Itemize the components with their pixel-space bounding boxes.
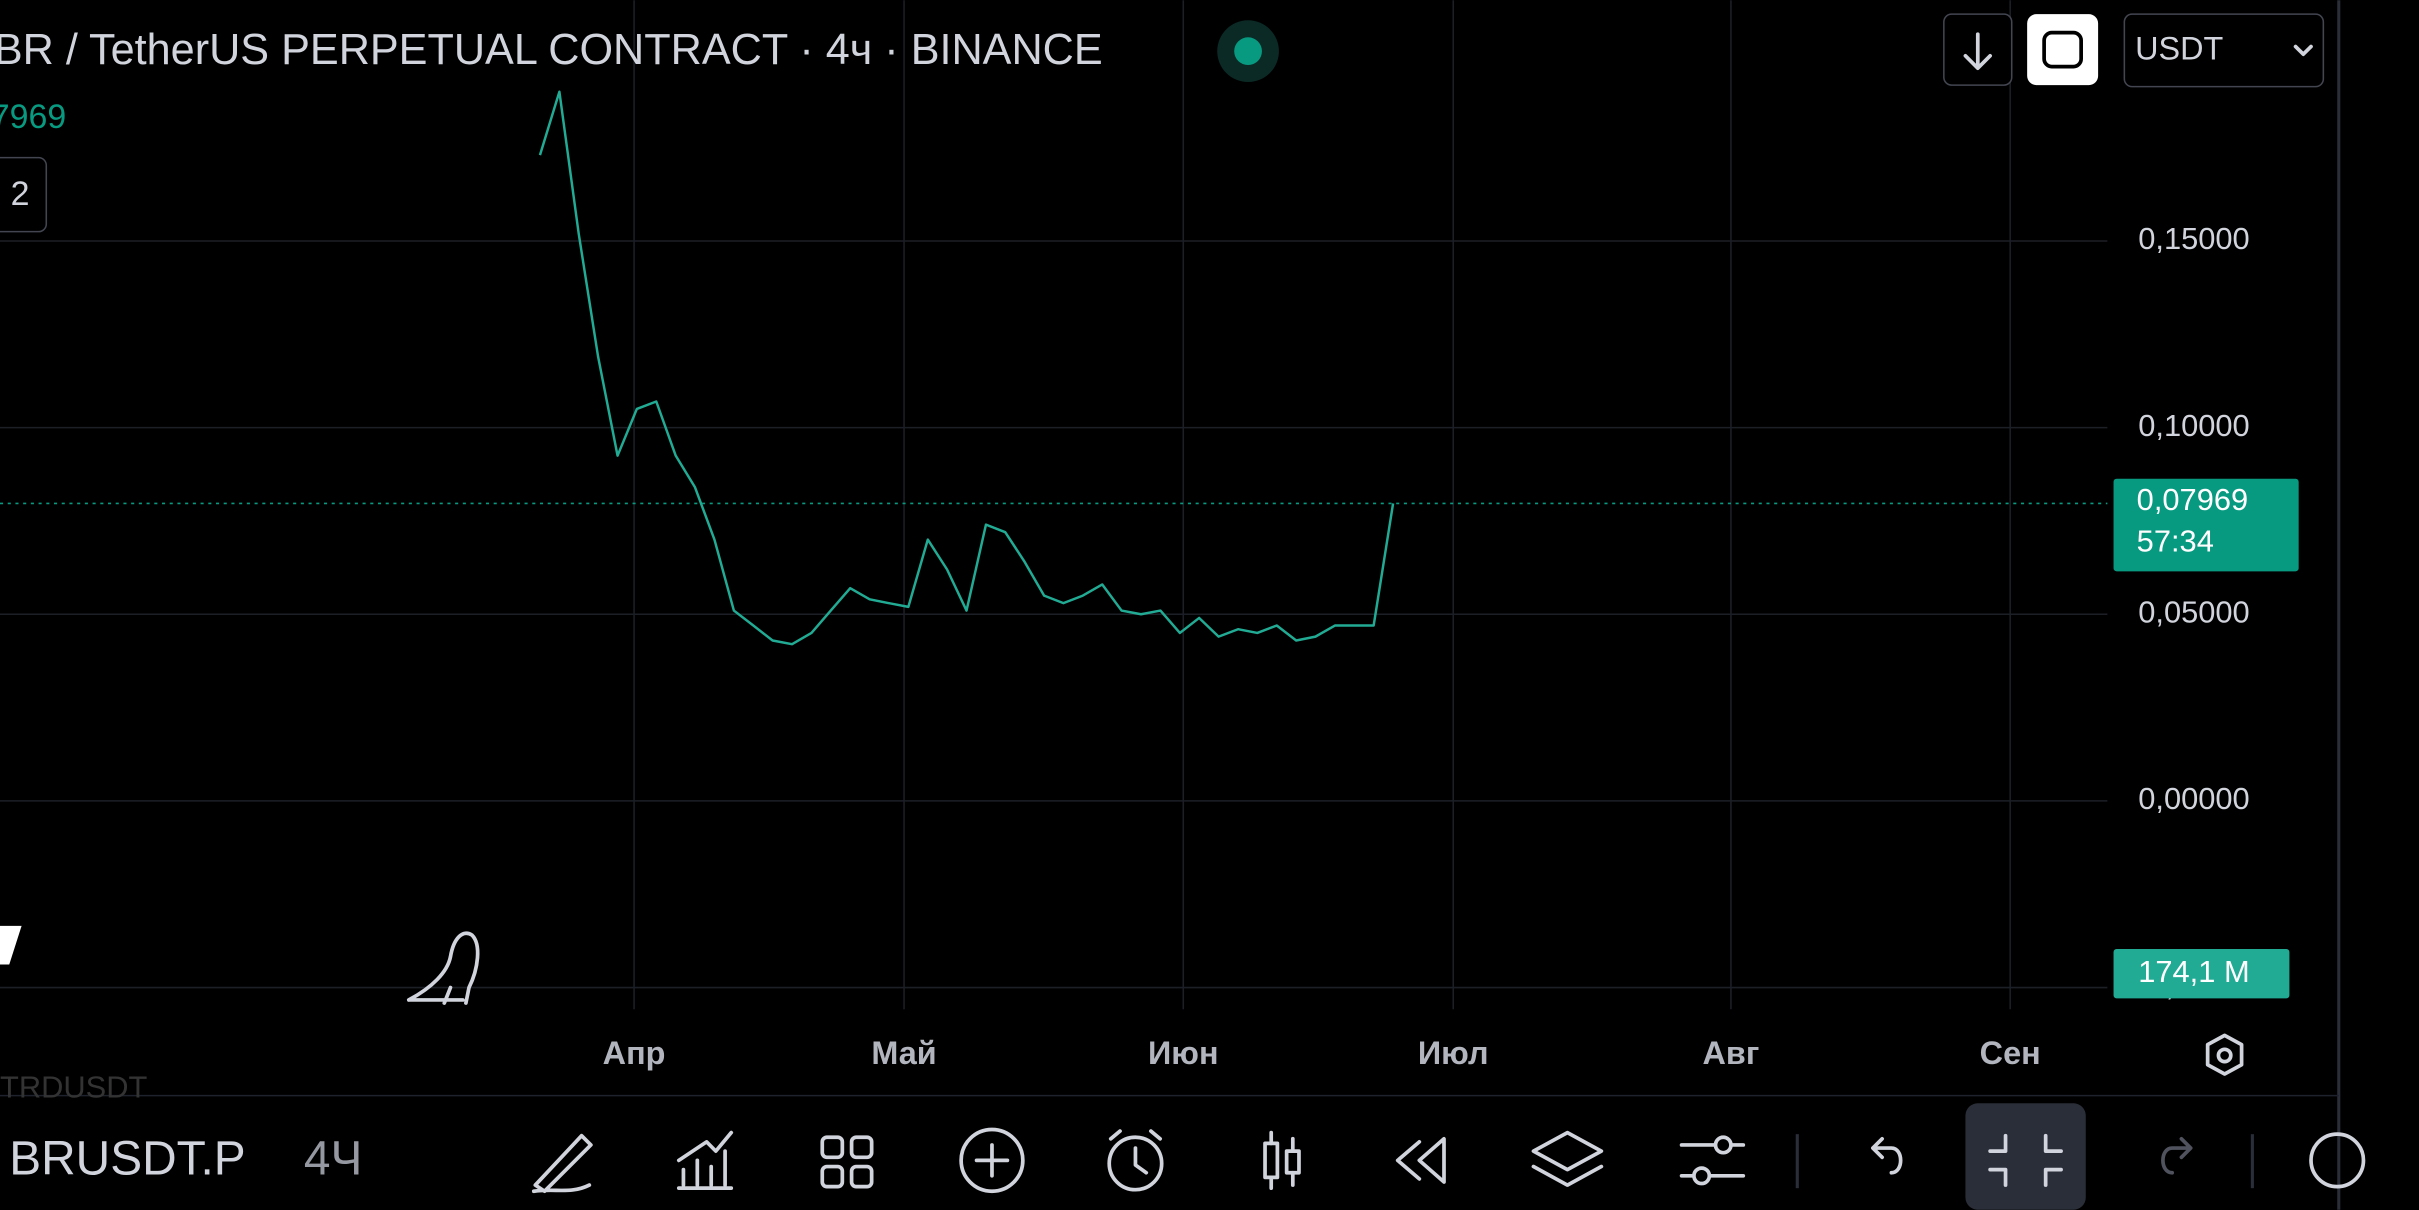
volume-tag [2113, 949, 2290, 999]
y-tick-label: 0,00000 [2138, 781, 2250, 816]
mode-icon [2042, 30, 2083, 69]
interval[interactable]: 4Ч [304, 1133, 362, 1186]
logo [406, 931, 480, 1005]
draw-icon[interactable] [531, 1133, 593, 1194]
x-tick-label: Май [871, 1035, 936, 1071]
x-tick-label: Авг [1703, 1035, 1760, 1071]
currency-select[interactable] [2123, 13, 2325, 88]
symbol[interactable]: BRUSDT.P [9, 1133, 245, 1186]
legend-value: 7969 [0, 98, 66, 136]
alert-icon[interactable] [1107, 1129, 1164, 1192]
countdown: 57:34 [2137, 524, 2214, 559]
more-icon[interactable] [2309, 1132, 2366, 1189]
y-tick-label: 0,05000 [2138, 594, 2250, 629]
settings-dot [2216, 1047, 2233, 1064]
last-price-tag [2113, 478, 2299, 572]
redo-icon[interactable] [2161, 1136, 2193, 1175]
candle-icon[interactable] [1263, 1130, 1301, 1191]
fullscreen-icon [1988, 1133, 2063, 1187]
layers-icon[interactable] [1531, 1130, 1604, 1187]
chevron [2293, 44, 2313, 57]
currency: USDT [2135, 31, 2223, 67]
price-tags: 0,07969 57:34 174,1 M [2113, 478, 2299, 999]
x-tick-label: Сен [1980, 1035, 2041, 1071]
y-tick-label: 0,15000 [2138, 221, 2250, 256]
layouts-icon[interactable] [820, 1135, 874, 1189]
volume-label: 174,1 M [2138, 954, 2249, 989]
replay-icon[interactable] [1395, 1136, 1446, 1184]
arrow-icon [1963, 32, 1992, 70]
grid: 0,150000,100000,050000,00000-0,05000АпрМ… [0, 0, 2260, 1071]
indicator-count: 2 [11, 175, 30, 213]
fullscreen-button[interactable] [1965, 1103, 2086, 1210]
indicator-button[interactable] [0, 156, 48, 233]
settings-toolbar-icon[interactable] [1679, 1135, 1746, 1186]
last-price-label: 0,07969 [2137, 482, 2249, 517]
plot [0, 90, 2108, 646]
settings-icon[interactable] [2205, 1033, 2244, 1076]
y-tick-label: 0,10000 [2138, 408, 2250, 443]
mode-button[interactable] [2027, 14, 2099, 86]
logo-tv [0, 925, 22, 965]
x-tick-label: Июл [1418, 1035, 1489, 1071]
indicators-icon[interactable] [676, 1130, 734, 1191]
faded-symbol: TRDUSDT [0, 1070, 148, 1105]
price-line [538, 90, 1395, 646]
add-icon[interactable] [959, 1127, 1025, 1194]
x-tick-label: Апр [603, 1035, 666, 1071]
x-tick-label: Июн [1148, 1035, 1218, 1071]
chart-title: BR / TetherUS PERPETUAL CONTRACT · 4ч · … [0, 26, 1103, 74]
status-dot [1234, 37, 1262, 66]
undo-icon[interactable] [1871, 1136, 1903, 1175]
